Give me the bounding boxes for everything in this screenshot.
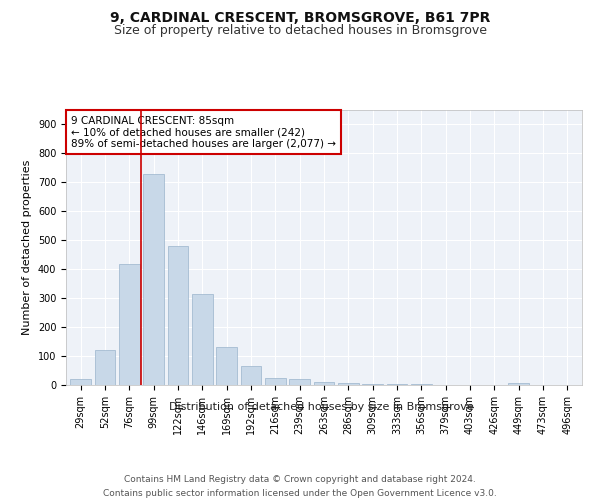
Text: Size of property relative to detached houses in Bromsgrove: Size of property relative to detached ho… xyxy=(113,24,487,37)
Bar xyxy=(241,366,262,385)
Bar xyxy=(338,382,359,385)
Bar xyxy=(314,382,334,385)
Bar xyxy=(289,379,310,385)
Bar xyxy=(362,384,383,385)
Bar xyxy=(386,384,407,385)
Bar xyxy=(143,174,164,385)
Bar xyxy=(192,294,212,385)
Bar xyxy=(95,350,115,385)
Bar xyxy=(411,384,432,385)
Bar xyxy=(119,264,140,385)
Text: Contains HM Land Registry data © Crown copyright and database right 2024.
Contai: Contains HM Land Registry data © Crown c… xyxy=(103,476,497,498)
Text: 9, CARDINAL CRESCENT, BROMSGROVE, B61 7PR: 9, CARDINAL CRESCENT, BROMSGROVE, B61 7P… xyxy=(110,11,490,25)
Bar xyxy=(167,246,188,385)
Bar xyxy=(265,378,286,385)
Y-axis label: Number of detached properties: Number of detached properties xyxy=(22,160,32,335)
Bar xyxy=(216,348,237,385)
Text: 9 CARDINAL CRESCENT: 85sqm
← 10% of detached houses are smaller (242)
89% of sem: 9 CARDINAL CRESCENT: 85sqm ← 10% of deta… xyxy=(71,116,336,148)
Bar xyxy=(508,382,529,385)
Bar xyxy=(70,379,91,385)
Text: Distribution of detached houses by size in Bromsgrove: Distribution of detached houses by size … xyxy=(169,402,473,412)
